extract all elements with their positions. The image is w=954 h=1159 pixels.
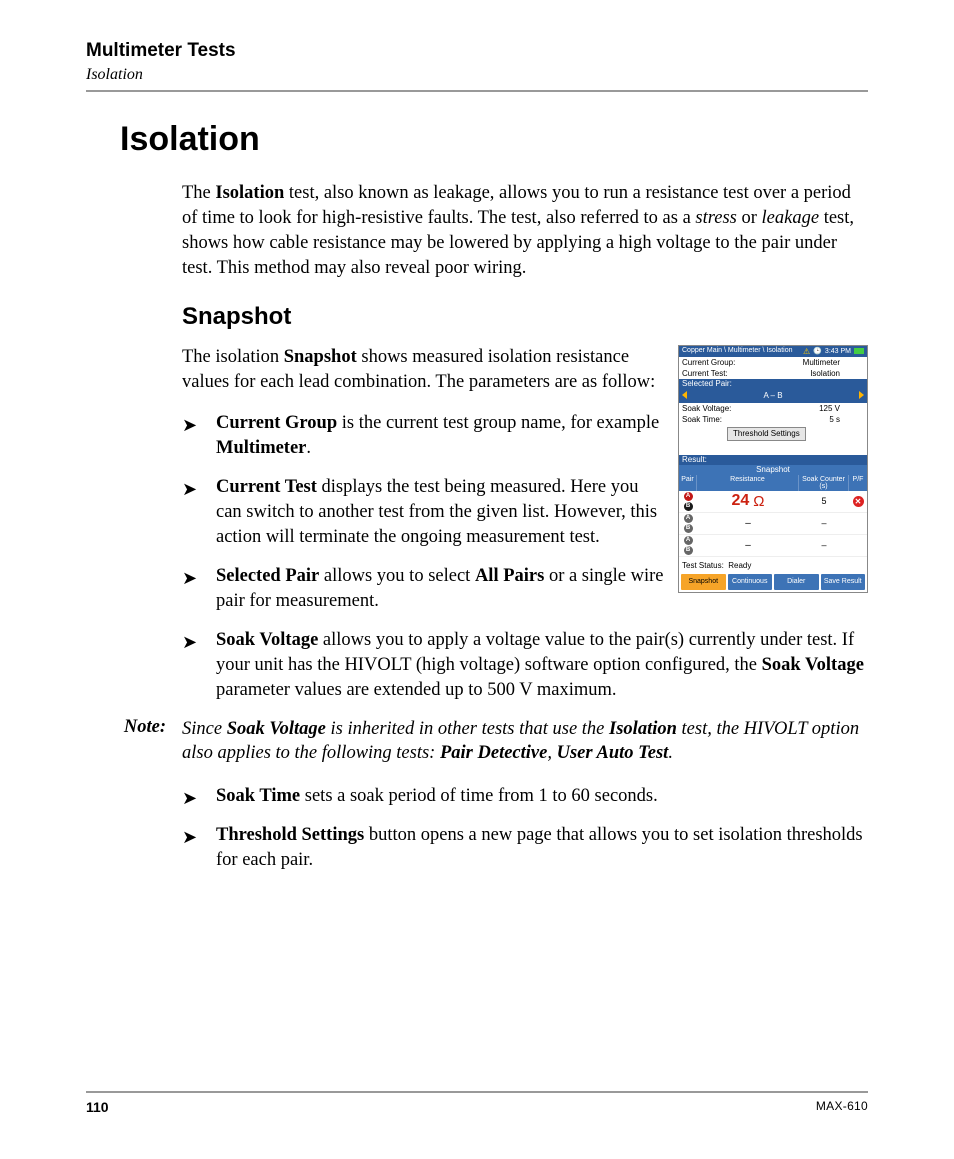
bullet-icon: ➤ [182, 786, 197, 810]
resistance-value: 24 [731, 492, 749, 510]
table-row: A B – – [679, 535, 867, 557]
device-tabbar: Snapshot Continuous Dialer Save Result [679, 572, 867, 592]
tab-save-result[interactable]: Save Result [821, 574, 866, 590]
label-current-group: Current Group: [682, 357, 735, 368]
table-row: A B – – [679, 513, 867, 535]
fail-icon: ✕ [853, 496, 864, 507]
bullet-icon: ➤ [182, 477, 197, 501]
col-pair: Pair [679, 475, 697, 491]
bullet-list-after-note: ➤Soak Time sets a soak period of time fr… [182, 784, 868, 873]
footer-rule [86, 1091, 868, 1093]
note-block: Note: Since Soak Voltage is inherited in… [86, 717, 868, 767]
running-header-title: Multimeter Tests [86, 40, 868, 62]
pair-dot-icon: B [684, 524, 693, 533]
soak-value: 5 [799, 495, 849, 507]
pair-dot-icon: A [684, 514, 693, 523]
col-soak-counter: Soak Counter (s) [799, 475, 849, 491]
table-row: A B 24Ω 5 ✕ [679, 491, 867, 513]
clock-icon: 🕒 [813, 347, 822, 355]
model-number: MAX-610 [816, 1099, 868, 1115]
selected-pair-value: A – B [763, 391, 782, 400]
header-rule [86, 90, 868, 92]
page-number: 110 [86, 1099, 109, 1115]
soak-value: – [799, 517, 849, 529]
bullet-list-wide: ➤Soak Voltage allows you to apply a volt… [182, 628, 868, 703]
warning-icon: ⚠ [803, 347, 810, 356]
bullet-icon: ➤ [182, 825, 197, 849]
device-time: 3:43 PM [825, 348, 851, 355]
list-item: ➤Current Group is the current test group… [182, 411, 666, 461]
list-item: ➤Selected Pair allows you to select All … [182, 564, 666, 614]
label-soak-voltage: Soak Voltage: [682, 403, 731, 414]
resistance-value: – [697, 517, 799, 530]
bullet-list-narrow: ➤Current Group is the current test group… [182, 411, 666, 614]
result-table-header: Pair Resistance Soak Counter (s) P/F [679, 475, 867, 491]
chevron-left-icon[interactable] [682, 391, 687, 399]
bullet-icon: ➤ [182, 413, 197, 437]
page-footer: 110 MAX-610 [86, 1091, 868, 1115]
device-titlebar: Copper Main \ Multimeter \ Isolation ⚠ 🕒… [679, 346, 867, 357]
chevron-right-icon[interactable] [859, 391, 864, 399]
pair-dot-icon: B [684, 502, 693, 511]
note-body: Since Soak Voltage is inherited in other… [182, 717, 868, 767]
pair-dot-icon: A [684, 492, 693, 501]
bullet-icon: ➤ [182, 566, 197, 590]
resistance-value: – [697, 539, 799, 552]
value-soak-voltage: 125 V [819, 403, 840, 414]
battery-icon [854, 348, 864, 354]
label-result: Result: [679, 455, 867, 465]
tab-snapshot[interactable]: Snapshot [681, 574, 726, 590]
list-item: ➤Threshold Settings button opens a new p… [182, 823, 868, 873]
snapshot-intro: The isolation Snapshot shows measured is… [182, 345, 666, 395]
list-item: ➤Soak Time sets a soak period of time fr… [182, 784, 868, 809]
value-current-test: Isolation [810, 368, 840, 379]
col-pass-fail: P/F [849, 475, 867, 491]
col-resistance: Resistance [697, 475, 799, 491]
intro-paragraph: The Isolation test, also known as leakag… [182, 181, 868, 281]
value-soak-time: 5 s [829, 414, 840, 425]
bullet-icon: ➤ [182, 630, 197, 654]
pair-dot-icon: A [684, 536, 693, 545]
section-heading-snapshot: Snapshot [182, 303, 868, 331]
note-label: Note: [86, 717, 182, 767]
value-current-group: Multimeter [803, 357, 840, 368]
test-status: Test Status: Ready [679, 557, 867, 572]
tab-dialer[interactable]: Dialer [774, 574, 819, 590]
list-item: ➤Soak Voltage allows you to apply a volt… [182, 628, 868, 703]
tab-continuous[interactable]: Continuous [728, 574, 773, 590]
device-screenshot: Copper Main \ Multimeter \ Isolation ⚠ 🕒… [678, 345, 868, 593]
running-header-subtitle: Isolation [86, 66, 868, 84]
snapshot-header: Snapshot [679, 465, 867, 475]
label-current-test: Current Test: [682, 368, 728, 379]
soak-value: – [799, 539, 849, 551]
device-breadcrumb: Copper Main \ Multimeter \ Isolation [682, 347, 793, 356]
page-title: Isolation [120, 120, 868, 159]
resistance-unit: Ω [753, 493, 764, 510]
selected-pair-selector[interactable]: A – B [679, 389, 867, 403]
label-soak-time: Soak Time: [682, 414, 722, 425]
pair-dot-icon: B [684, 546, 693, 555]
threshold-settings-button[interactable]: Threshold Settings [727, 427, 806, 441]
list-item: ➤Current Test displays the test being me… [182, 475, 666, 550]
label-selected-pair: Selected Pair: [679, 379, 867, 389]
